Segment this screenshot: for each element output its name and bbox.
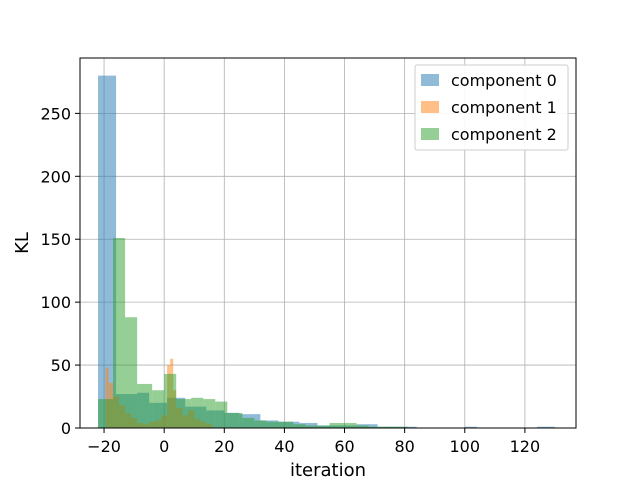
x-axis-label: iteration xyxy=(290,460,366,480)
histogram-bar xyxy=(152,390,165,428)
grid xyxy=(80,58,576,429)
histogram-bar xyxy=(317,425,330,428)
legend: component 0 component 1 component 2 xyxy=(414,64,569,151)
histogram-bar xyxy=(329,422,345,428)
y-tick-label: 250 xyxy=(40,104,71,123)
y-tick-label: 0 xyxy=(61,419,71,438)
histogram-bar xyxy=(254,420,267,428)
histogram-bar xyxy=(176,399,192,428)
histogram-bar xyxy=(344,422,357,428)
histogram-bar xyxy=(98,75,117,428)
histogram-bar xyxy=(113,237,126,428)
histogram-bar xyxy=(164,373,177,428)
x-tick-label: 20 xyxy=(214,437,234,456)
histogram-bar xyxy=(278,421,294,428)
legend-entry-label: component 1 xyxy=(451,98,557,117)
histogram-bar xyxy=(299,422,318,428)
histogram-bar xyxy=(191,397,204,428)
y-tick-label: 200 xyxy=(40,167,71,186)
legend-swatch xyxy=(421,128,439,140)
legend-swatch xyxy=(421,74,439,86)
legend-entry-label: component 2 xyxy=(451,125,557,144)
histogram-bar xyxy=(215,401,228,428)
histogram-bar xyxy=(305,425,318,428)
histogram-bar xyxy=(395,426,408,428)
histogram-bar xyxy=(203,399,216,428)
x-tick-label: 60 xyxy=(334,437,354,456)
x-tick-label: −20 xyxy=(87,437,121,456)
x-tick-label: 0 xyxy=(159,437,169,456)
histogram-bar xyxy=(293,424,306,428)
x-tick-label: 80 xyxy=(394,437,414,456)
histogram-bar xyxy=(98,399,114,428)
histogram-bar xyxy=(380,426,396,428)
histogram-bar xyxy=(242,417,255,428)
histogram-bar xyxy=(227,412,243,428)
legend-box xyxy=(414,64,569,151)
histogram-bar xyxy=(536,426,555,428)
y-tick-label: 100 xyxy=(40,293,71,312)
histogram-bar xyxy=(368,426,381,428)
histogram-bar xyxy=(266,421,279,428)
series-2-bars xyxy=(98,237,408,428)
y-axis-label: KL xyxy=(12,232,33,254)
y-tick-label: 150 xyxy=(40,230,71,249)
histogram-bar xyxy=(125,317,138,428)
histogram-bar xyxy=(137,383,153,428)
histogram-bar xyxy=(464,426,477,428)
bars xyxy=(98,75,555,428)
x-tick-label: 100 xyxy=(450,437,481,456)
histogram-bar xyxy=(105,367,109,428)
legend-entry-label: component 0 xyxy=(451,71,557,90)
ticks: −20 0 20 40 60 80 100 120 0 50 100 150 200 250 xyxy=(40,104,540,456)
y-tick-label: 50 xyxy=(51,356,71,375)
histogram-bar xyxy=(356,425,369,428)
x-tick-label: 40 xyxy=(274,437,294,456)
legend-swatch xyxy=(421,101,439,113)
plot-frame xyxy=(79,57,577,429)
x-tick-label: 120 xyxy=(510,437,541,456)
